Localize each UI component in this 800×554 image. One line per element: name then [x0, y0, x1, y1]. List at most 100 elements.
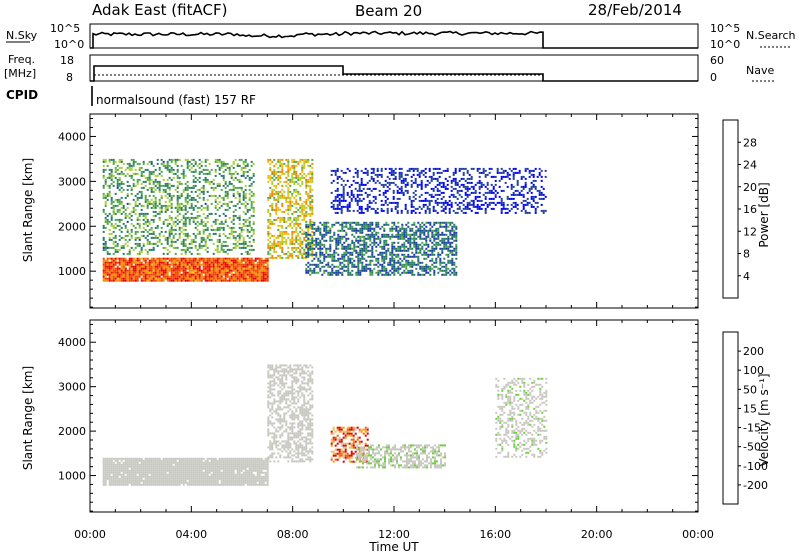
heatmap-cell [450, 179, 453, 182]
heatmap-cell [210, 224, 213, 227]
heatmap-cell [307, 261, 310, 264]
heatmap-cell [106, 218, 109, 221]
heatmap-cell [516, 181, 519, 184]
heatmap-cell [492, 207, 495, 210]
heatmap-cell [120, 180, 123, 183]
heatmap-cell [182, 267, 185, 270]
heatmap-cell [192, 170, 195, 173]
heatmap-cell [172, 267, 175, 270]
heatmap-cell [295, 188, 298, 191]
heatmap-cell [356, 203, 359, 206]
heatmap-cell [466, 189, 469, 192]
heatmap-cell [397, 245, 400, 248]
heatmap-cell [176, 176, 179, 179]
heatmap-cell [271, 192, 274, 195]
heatmap-cell [156, 224, 159, 227]
heatmap-cell [150, 263, 153, 266]
heatmap-cell [152, 263, 155, 266]
heatmap-cell [303, 256, 306, 259]
heatmap-cell [437, 271, 440, 274]
heatmap-cell [303, 216, 306, 219]
heatmap-cell [146, 202, 149, 205]
heatmap-cell [277, 170, 280, 173]
heatmap-cell [166, 252, 169, 255]
heatmap-cell [126, 240, 129, 243]
heatmap-cell [170, 271, 173, 274]
heatmap-cell [102, 230, 105, 233]
heatmap-cell [106, 477, 109, 480]
heatmap-cell [144, 194, 147, 197]
heatmap-cell [180, 218, 183, 221]
heatmap-cell [460, 201, 463, 204]
heatmap-cell [242, 166, 245, 169]
heatmap-cell [356, 169, 359, 172]
cpid-label: CPID [6, 88, 38, 102]
heatmap-cell [250, 214, 253, 217]
heatmap-cell [305, 160, 308, 163]
heatmap-cell [455, 271, 458, 274]
heatmap-cell [200, 263, 203, 266]
heatmap-cell [365, 259, 368, 262]
heatmap-cell [164, 265, 167, 268]
heatmap-cell [301, 240, 304, 243]
heatmap-cell [361, 257, 364, 260]
heatmap-cell [311, 227, 314, 230]
heatmap-cell [236, 186, 239, 189]
heatmap-cell [530, 205, 533, 208]
heatmap-cell [399, 237, 402, 240]
heatmap-cell [458, 185, 461, 188]
heatmap-cell [102, 459, 105, 462]
heatmap-cell [275, 184, 278, 187]
heatmap-cell [104, 242, 107, 245]
heatmap-cell [384, 199, 387, 202]
heatmap-cell [250, 228, 253, 231]
heatmap-cell [190, 212, 193, 215]
heatmap-cell [275, 172, 278, 175]
heatmap-cell [420, 199, 423, 202]
heatmap-cell [154, 196, 157, 199]
heatmap-cell [387, 263, 390, 266]
heatmap-cell [166, 178, 169, 181]
heatmap-cell [291, 248, 294, 251]
heatmap-cell [336, 207, 339, 210]
heatmap-cell [196, 277, 199, 280]
heatmap-cell [124, 269, 127, 272]
heatmap-cell [142, 234, 145, 237]
heatmap-cell [202, 244, 205, 247]
heatmap-cell [178, 158, 181, 161]
heatmap-cell [411, 273, 414, 276]
heatmap-cell [295, 240, 298, 243]
heatmap-cell [307, 158, 310, 161]
heatmap-cell [182, 174, 185, 177]
heatmap-cell [381, 267, 384, 270]
heatmap-cell [108, 469, 111, 472]
heatmap-cell [198, 271, 201, 274]
heatmap-cell [309, 234, 312, 237]
heatmap-cell [178, 279, 181, 282]
heatmap-cell [293, 230, 296, 233]
heatmap-cell [350, 193, 353, 196]
heatmap-cell [194, 246, 197, 249]
heatmap-cell [305, 243, 308, 246]
heatmap-cell [375, 231, 378, 234]
heatmap-cell [440, 201, 443, 204]
heatmap-cell [363, 269, 366, 272]
heatmap-cell [295, 174, 298, 177]
heatmap-cell [279, 256, 282, 259]
heatmap-cell [112, 208, 115, 211]
heatmap-cell [347, 267, 350, 270]
heatmap-cell [395, 227, 398, 230]
heatmap-cell [124, 279, 127, 282]
heatmap-cell [116, 250, 119, 253]
heatmap-cell [120, 277, 123, 280]
heatmap-cell [361, 253, 364, 256]
heatmap-cell [144, 222, 147, 225]
heatmap-cell [323, 239, 326, 242]
heatmap-cell [287, 224, 290, 227]
heatmap-cell [186, 275, 189, 278]
heatmap-cell [335, 273, 338, 276]
heatmap-cell [526, 201, 529, 204]
heatmap-cell [490, 207, 493, 210]
heatmap-cell [194, 277, 197, 280]
heatmap-cell [168, 279, 171, 282]
